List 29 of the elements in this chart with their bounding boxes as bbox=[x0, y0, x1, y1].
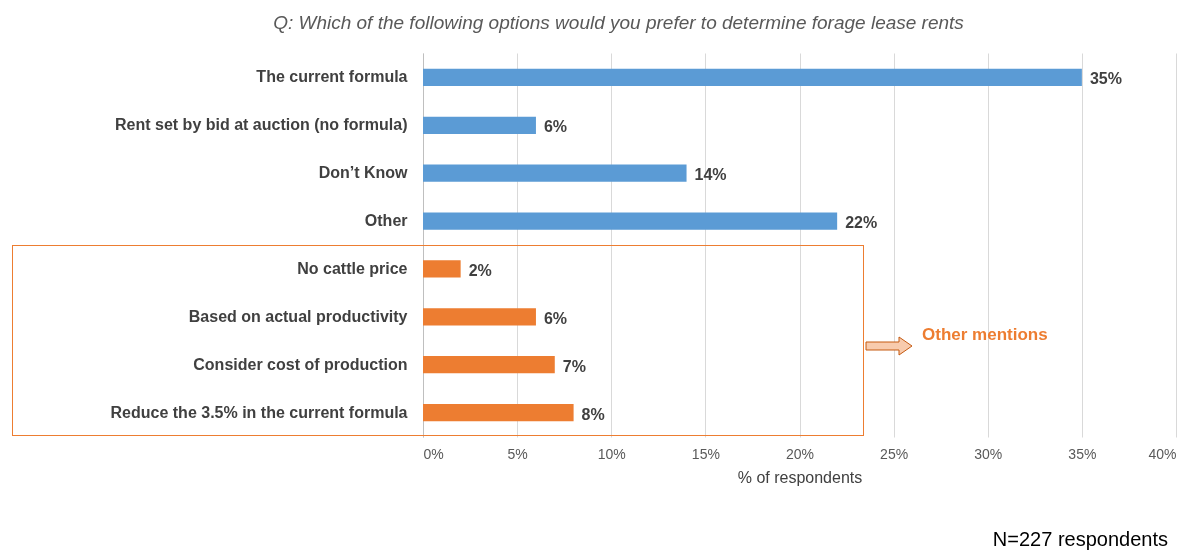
data-label: 7% bbox=[562, 357, 586, 375]
data-label: 8% bbox=[581, 405, 605, 423]
data-label: 6% bbox=[543, 118, 568, 136]
y-tick-label: Other bbox=[364, 212, 408, 230]
x-tick-label: 40% bbox=[1148, 445, 1177, 462]
y-tick-label: Consider cost of production bbox=[193, 355, 408, 373]
text: N=227 respondents bbox=[992, 528, 1168, 551]
data-label: 35% bbox=[1089, 70, 1122, 88]
x-tick-label: 0% bbox=[423, 445, 444, 462]
x-tick-label: 30% bbox=[974, 445, 1003, 462]
x-tick-label: 25% bbox=[880, 445, 909, 462]
data-label: 2% bbox=[468, 261, 492, 279]
y-tick-label: No cattle price bbox=[297, 259, 408, 277]
x-axis-title: % of respondents bbox=[737, 468, 863, 486]
y-tick-label: Rent set by bid at auction (no formula) bbox=[115, 116, 408, 134]
y-tick-label: Based on actual productivity bbox=[188, 307, 408, 325]
y-tick-label: Don’t Know bbox=[318, 164, 409, 182]
data-label: 22% bbox=[845, 214, 878, 232]
data-label: 6% bbox=[543, 309, 568, 327]
x-tick-label: 35% bbox=[1068, 445, 1097, 462]
x-tick-label: 20% bbox=[785, 445, 815, 462]
x-tick-label: 5% bbox=[507, 445, 528, 462]
x-tick-label: 15% bbox=[691, 445, 720, 462]
y-tick-label: The current formula bbox=[256, 68, 408, 86]
annotation: Other mentions bbox=[922, 325, 1048, 345]
chart-title: Q: Which of the following options would you prefer to determine forage lease rents bbox=[273, 12, 965, 33]
x-tick-label: 10% bbox=[597, 445, 626, 462]
data-label: 14% bbox=[694, 166, 727, 184]
y-tick-label: Reduce the 3.5% in the current formula bbox=[110, 403, 408, 421]
